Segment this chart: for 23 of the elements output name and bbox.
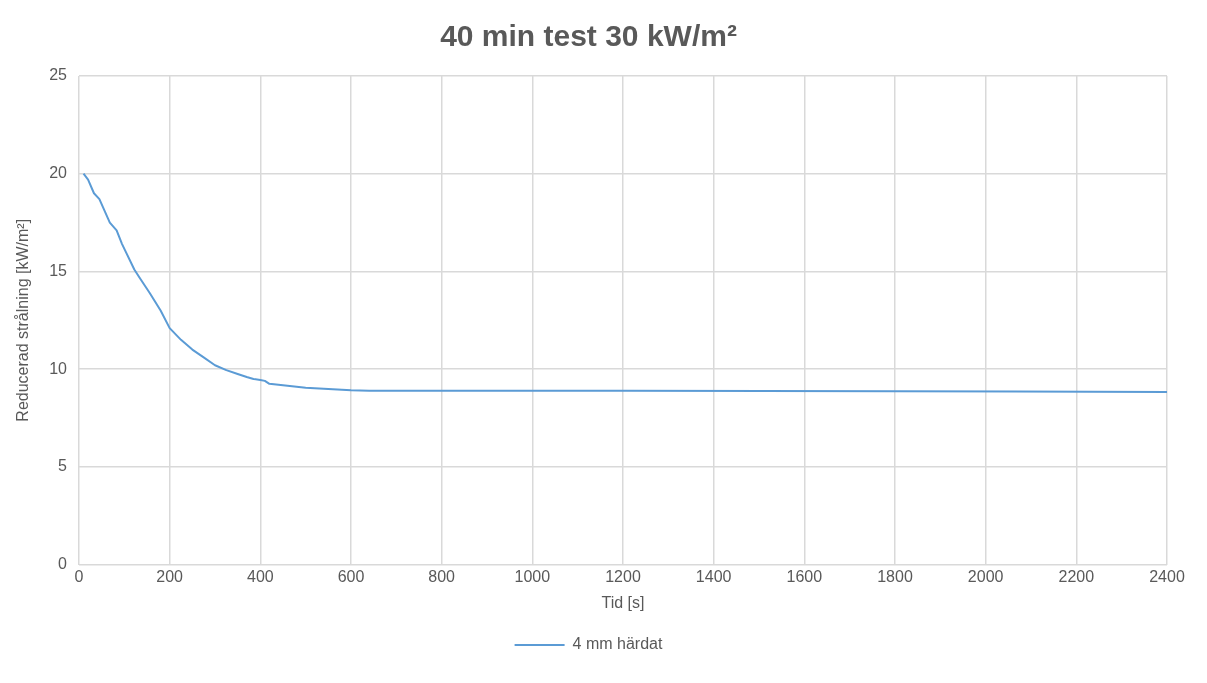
x-tick-label: 1200 <box>605 567 641 585</box>
x-tick-label: 400 <box>246 567 274 585</box>
x-tick-label: 1600 <box>786 567 823 585</box>
x-tick-label: 2000 <box>967 567 1004 585</box>
x-axis-title: Tid [s] <box>601 593 645 611</box>
y-axis-title: Reducerad strålning [kW/m²] <box>14 218 32 422</box>
y-tick-label: 10 <box>49 359 68 377</box>
y-tick-label: 5 <box>58 457 68 475</box>
y-tick-label: 20 <box>49 164 68 182</box>
x-tick-label: 200 <box>156 567 184 585</box>
x-tick-label: 1800 <box>877 567 913 585</box>
y-tick-label: 15 <box>49 261 68 279</box>
y-tick-label: 25 <box>49 66 68 84</box>
y-tick-label: 0 <box>58 555 68 573</box>
x-tick-label: 1400 <box>695 567 732 585</box>
chart-title: 40 min test 30 kW/m² <box>440 19 737 53</box>
legend-label: 4 mm härdat <box>572 635 663 653</box>
x-tick-label: 2200 <box>1058 567 1095 585</box>
x-tick-label: 600 <box>337 567 365 585</box>
x-tick-label: 0 <box>74 567 84 585</box>
x-tick-label: 2400 <box>1149 567 1185 585</box>
x-tick-label: 800 <box>428 567 456 585</box>
x-tick-label: 1000 <box>514 567 551 585</box>
